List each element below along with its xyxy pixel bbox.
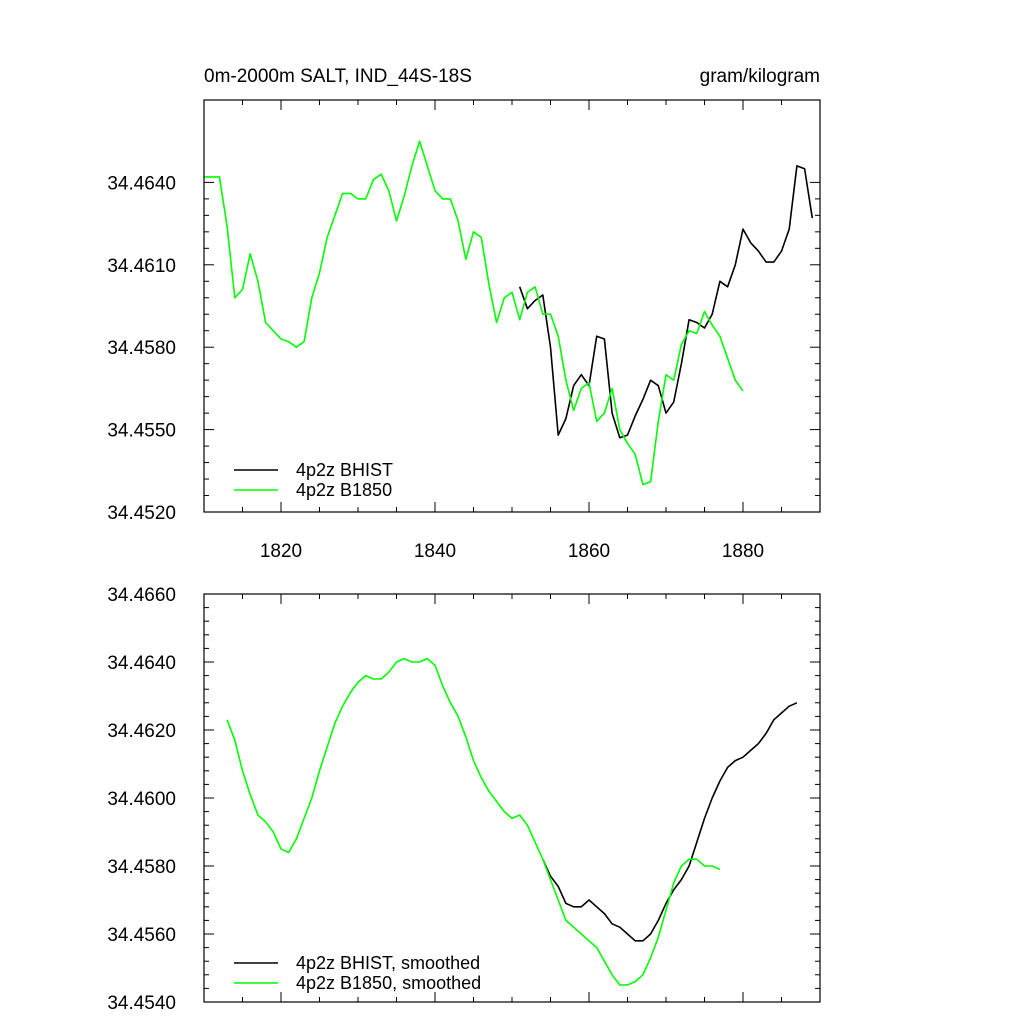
y-tick-label: 34.4620 <box>107 721 176 742</box>
y-tick-label: 34.4640 <box>107 653 176 674</box>
y-tick-label: 34.4610 <box>107 256 176 277</box>
y-tick-label: 34.4550 <box>107 421 176 442</box>
bottom-plot-frame <box>203 593 821 1003</box>
series-line-bhist <box>518 165 814 439</box>
top-series-group <box>204 140 814 486</box>
bottom-series-group <box>226 657 798 986</box>
series-line-b1850 <box>226 657 721 986</box>
legend-label: 4p2z BHIST, smoothed <box>296 953 480 973</box>
y-tick-label: 34.4520 <box>107 503 176 524</box>
x-tick-label: 1820 <box>260 541 302 562</box>
bottom-tick-labels: 34.4540 34.4560 34.4580 34.4600 34.4620 34.46… <box>107 585 176 1014</box>
top-panel: 0m-2000m SALT, IND_44S-18S gram/kilogram… <box>107 66 821 562</box>
y-tick-label: 34.4660 <box>107 585 176 606</box>
y-tick-label: 34.4580 <box>107 857 176 878</box>
bottom-axis-ticks <box>203 593 821 1003</box>
x-tick-label: 1860 <box>568 541 610 562</box>
y-tick-label: 34.4640 <box>107 173 176 194</box>
chart-title: 0m-2000m SALT, IND_44S-18S <box>204 66 472 87</box>
legend-label: 4p2z B1850, smoothed <box>296 973 481 993</box>
y-tick-label: 34.4560 <box>107 925 176 946</box>
x-tick-label: 1840 <box>414 541 456 562</box>
x-tick-label: 1880 <box>722 541 764 562</box>
bottom-panel: 34.4540 34.4560 34.4580 34.4600 34.4620 34.46… <box>107 585 821 1014</box>
y-tick-label: 34.4600 <box>107 789 176 810</box>
series-line-b1850 <box>204 140 744 486</box>
top-plot-frame <box>203 99 821 513</box>
units-label: gram/kilogram <box>700 66 820 87</box>
y-tick-label: 34.4580 <box>107 338 176 359</box>
y-tick-label: 34.4540 <box>107 993 176 1014</box>
top-axis-ticks <box>203 100 821 513</box>
series-line-bhist <box>542 702 798 942</box>
legend-label: 4p2z B1850 <box>296 480 392 500</box>
top-tick-labels: 1820 1840 1860 1880 34.4520 34.4550 34.4580 34.… <box>107 173 764 562</box>
legend-label: 4p2z BHIST <box>296 460 393 480</box>
